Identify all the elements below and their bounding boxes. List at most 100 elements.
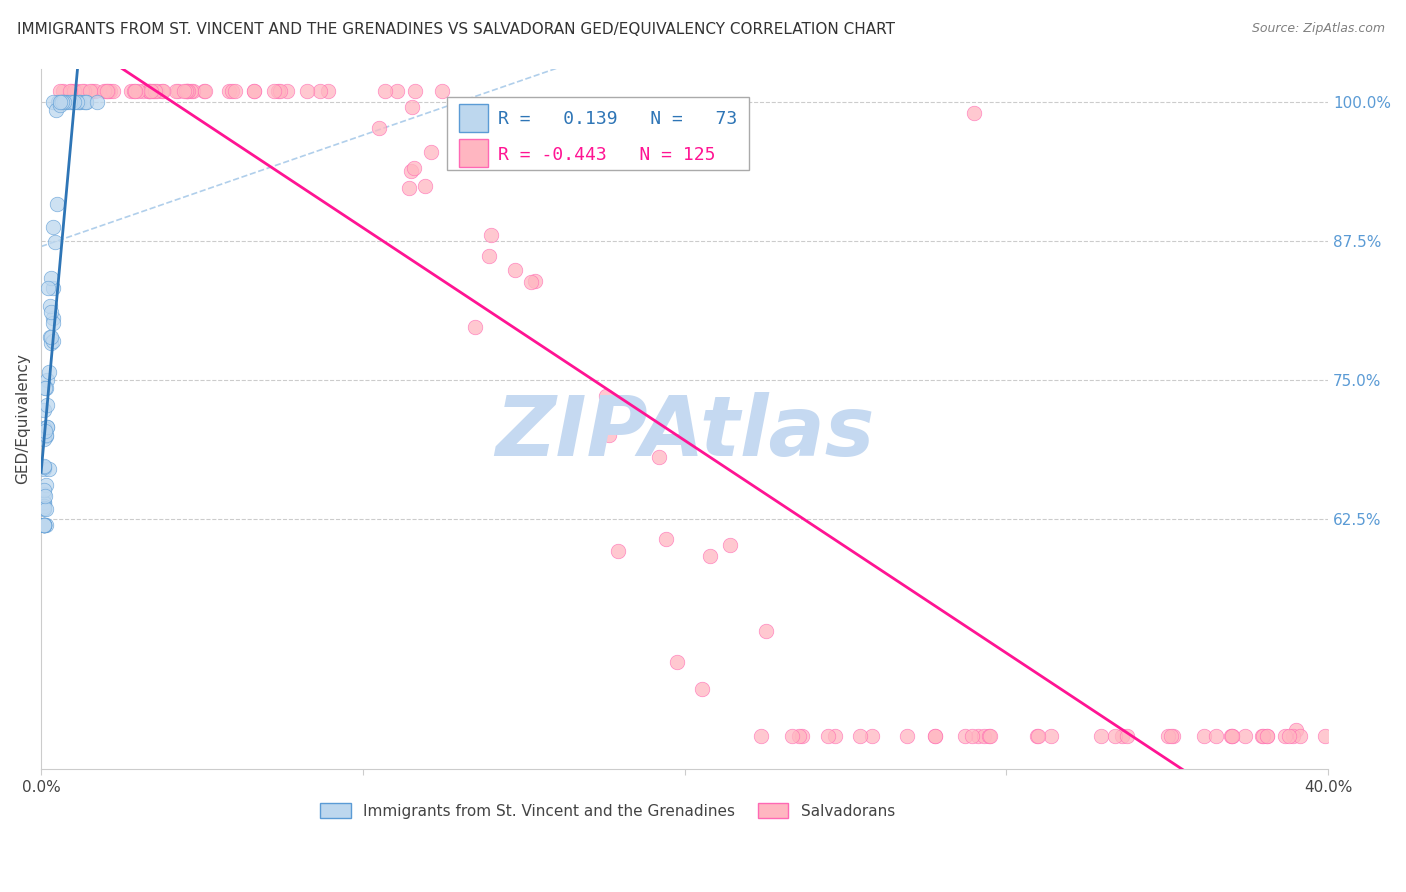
Point <box>1157 729 1180 743</box>
Point <box>132 84 155 98</box>
Point <box>37 398 59 412</box>
Point <box>38 299 60 313</box>
Point <box>60 95 83 109</box>
Point <box>1220 729 1243 743</box>
Point <box>49 98 72 112</box>
Point <box>34 460 56 475</box>
Point <box>39 329 62 343</box>
Point <box>42 95 65 109</box>
Point <box>139 84 162 98</box>
Point <box>295 84 318 98</box>
Point <box>1233 729 1256 743</box>
Text: ZIPAtlas: ZIPAtlas <box>495 392 875 474</box>
Point <box>35 428 58 442</box>
Point <box>1274 729 1296 743</box>
Point <box>318 84 340 98</box>
Point <box>955 729 977 743</box>
Point <box>34 517 56 532</box>
Point <box>124 84 146 98</box>
Point <box>221 84 243 98</box>
Point <box>242 84 264 98</box>
Point <box>146 84 169 98</box>
Point <box>896 729 918 743</box>
Point <box>62 84 84 98</box>
Point <box>143 84 166 98</box>
Point <box>44 235 66 250</box>
Point <box>152 84 174 98</box>
Point <box>787 729 810 743</box>
Point <box>42 317 65 331</box>
Point <box>174 84 197 98</box>
Point <box>963 106 986 120</box>
Point <box>34 499 56 513</box>
Point <box>138 84 160 98</box>
Point <box>34 517 56 532</box>
Point <box>34 477 56 491</box>
Point <box>269 84 291 98</box>
Point <box>755 624 778 638</box>
Point <box>34 381 56 395</box>
Point <box>263 84 285 98</box>
Point <box>59 84 82 98</box>
Point <box>34 517 56 532</box>
Point <box>42 281 65 295</box>
Point <box>82 84 104 98</box>
Point <box>479 227 502 242</box>
Point <box>34 517 56 532</box>
Point <box>39 304 62 318</box>
Point <box>1289 729 1312 743</box>
Point <box>53 95 76 109</box>
Point <box>665 655 688 669</box>
Point <box>309 84 332 98</box>
Point <box>93 84 115 98</box>
Point <box>59 95 82 109</box>
Point <box>46 197 69 211</box>
Point <box>34 517 56 532</box>
Point <box>374 84 396 98</box>
Point <box>63 95 86 109</box>
Point <box>100 84 122 98</box>
Point <box>699 549 721 563</box>
Point <box>34 432 56 446</box>
Point <box>73 84 96 98</box>
Point <box>1111 729 1133 743</box>
Point <box>402 161 425 175</box>
Point <box>66 84 89 98</box>
Point <box>167 84 190 98</box>
Point <box>718 538 741 552</box>
Point <box>862 729 884 743</box>
Point <box>49 95 72 109</box>
Point <box>520 275 543 289</box>
Point <box>35 381 58 395</box>
Point <box>34 421 56 435</box>
Point <box>1219 729 1241 743</box>
Point <box>35 502 58 516</box>
Point <box>35 517 58 532</box>
Point <box>37 281 59 295</box>
Point <box>655 533 678 547</box>
Point <box>1256 729 1278 743</box>
Point <box>607 543 630 558</box>
Point <box>924 729 946 743</box>
Point <box>1281 729 1303 743</box>
Point <box>49 95 72 109</box>
Point <box>34 486 56 500</box>
Point <box>41 311 63 326</box>
Point <box>385 84 408 98</box>
Point <box>34 517 56 532</box>
Point <box>648 450 671 465</box>
Point <box>34 424 56 438</box>
Point <box>73 95 96 109</box>
Point <box>69 95 91 109</box>
Point <box>1251 729 1274 743</box>
Point <box>75 95 97 109</box>
Point <box>34 458 56 473</box>
Point <box>1205 729 1227 743</box>
Point <box>39 330 62 344</box>
Point <box>792 729 814 743</box>
Point <box>96 84 118 98</box>
Point <box>66 95 89 109</box>
Point <box>401 100 423 114</box>
Text: R =   0.139   N =   73: R = 0.139 N = 73 <box>498 110 737 128</box>
Point <box>176 84 198 98</box>
